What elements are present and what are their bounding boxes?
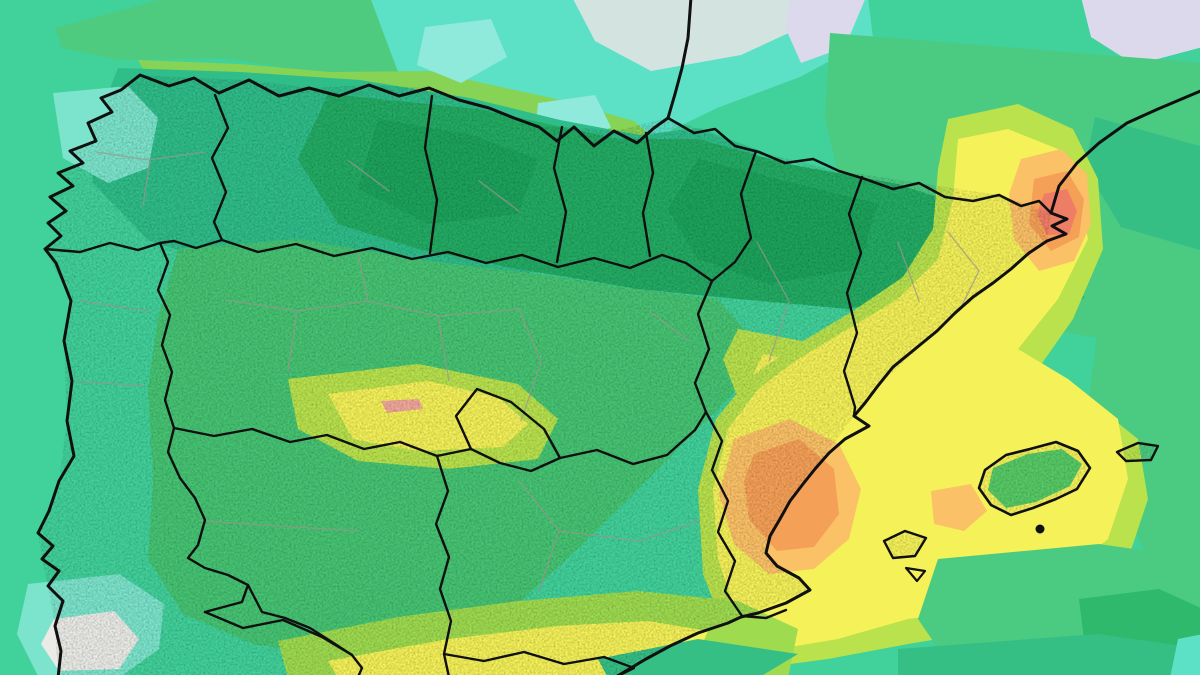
province-border: [357, 251, 369, 302]
coast-ibiza: [882, 529, 928, 560]
province-border: [756, 241, 790, 362]
island-cabrera: [1035, 524, 1045, 534]
border-navarra-aragon: [710, 149, 758, 283]
coast-mediterranean: [616, 89, 1200, 675]
province-border: [95, 151, 205, 161]
border-extremadura-clm: [434, 454, 453, 675]
region-borders: [43, 93, 864, 675]
field-lavender-patch-right: [1081, 0, 1200, 65]
province-border: [80, 300, 150, 312]
field-south-sea-teal-green: [598, 639, 798, 675]
province-border: [142, 159, 151, 207]
province-border: [287, 310, 298, 373]
province-border: [897, 241, 920, 302]
province-border: [478, 180, 520, 212]
field-southeast-cyan-wedge: [1170, 634, 1200, 675]
province-border: [947, 231, 980, 312]
border-clm-andalusia: [442, 650, 636, 675]
coast-formentera: [904, 566, 927, 583]
field-pale-patch-biscay: [573, 0, 806, 71]
province-border: [648, 310, 690, 342]
field-southeast-teal-strip: [898, 634, 1200, 675]
border-aragon-catalonia: [842, 175, 864, 418]
border-aragon-valencia: [693, 279, 744, 618]
border-portugal-spain: [43, 241, 364, 675]
province-border: [518, 308, 542, 422]
border-cantabria-basque: [552, 125, 568, 264]
field-lavender-patch-left: [785, 0, 865, 63]
coast-menorca: [1115, 441, 1160, 463]
coast-mallorca: [977, 440, 1092, 517]
field-pale-cyan-spot-biscay: [417, 19, 507, 83]
province-borders: [75, 151, 980, 592]
field-orange-spot-west-of-ibiza: [931, 484, 987, 531]
province-border: [75, 380, 145, 387]
border-galicia: [158, 93, 230, 250]
province-border: [558, 520, 700, 542]
coastlines: [36, 0, 1200, 675]
province-border: [348, 160, 390, 192]
border-asturias-cantabria: [423, 94, 439, 255]
province-border: [200, 520, 360, 532]
border-madrid: [454, 387, 562, 460]
province-border: [437, 315, 450, 382]
coast-atlantic-france-iberia: [36, 0, 693, 675]
field-northeast-teal-green-spot: [1085, 117, 1200, 251]
border-valencia-murcia: [740, 608, 788, 620]
border-basque-navarra: [641, 131, 655, 258]
border-pyrenees: [666, 116, 1053, 215]
border-north-communities-south: [220, 238, 714, 283]
